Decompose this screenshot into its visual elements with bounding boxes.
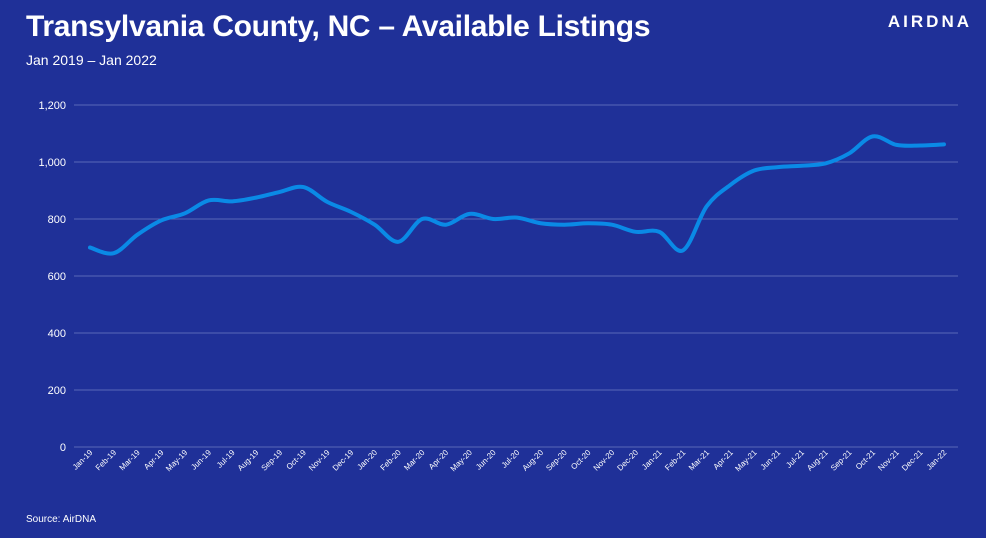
x-tick-label: Jan-19 bbox=[71, 448, 95, 472]
grid-lines bbox=[74, 104, 958, 448]
y-tick-label: 600 bbox=[48, 271, 66, 283]
x-tick-label: Jun-20 bbox=[474, 448, 498, 472]
chart-title: Transylvania County, NC – Available List… bbox=[26, 10, 651, 43]
x-tick-label: Oct-20 bbox=[569, 448, 593, 472]
available-listings-series-line bbox=[88, 134, 946, 256]
x-tick-label: Apr-21 bbox=[712, 448, 736, 472]
y-tick-label: 0 bbox=[60, 442, 66, 454]
x-tick-label: Sep-19 bbox=[260, 448, 285, 473]
x-tick-label: Apr-19 bbox=[142, 448, 166, 472]
y-tick-label: 1,200 bbox=[38, 100, 66, 112]
x-tick-label: Mar-19 bbox=[118, 448, 143, 473]
x-tick-label: Feb-21 bbox=[663, 448, 688, 473]
x-tick-label: Jan-21 bbox=[640, 448, 664, 472]
x-tick-label: Apr-20 bbox=[427, 448, 451, 472]
chart-subtitle: Jan 2019 – Jan 2022 bbox=[26, 52, 157, 68]
x-tick-label: Sep-21 bbox=[829, 448, 854, 473]
y-tick-label: 1,000 bbox=[38, 157, 66, 169]
x-tick-label: May-19 bbox=[164, 448, 190, 474]
x-tick-label: May-20 bbox=[449, 448, 475, 474]
y-tick-label: 400 bbox=[48, 328, 66, 340]
x-tick-label: Jun-19 bbox=[189, 448, 213, 472]
x-tick-label: Jan-20 bbox=[355, 448, 379, 472]
x-tick-label: Aug-21 bbox=[805, 448, 830, 473]
x-tick-label: Jul-20 bbox=[500, 448, 522, 470]
x-tick-label: Jul-21 bbox=[784, 448, 806, 470]
x-tick-label: Nov-19 bbox=[307, 448, 332, 473]
x-tick-label: Mar-20 bbox=[402, 448, 427, 473]
airdna-logo: AIRDNA bbox=[887, 12, 972, 31]
x-tick-label: Aug-20 bbox=[521, 448, 546, 473]
x-tick-label: Jul-19 bbox=[215, 448, 237, 470]
x-tick-label: Nov-20 bbox=[592, 448, 617, 473]
x-tick-label: Nov-21 bbox=[876, 448, 901, 473]
x-tick-label: Feb-20 bbox=[379, 448, 404, 473]
x-tick-label: Dec-20 bbox=[615, 448, 640, 473]
x-tick-label: Dec-21 bbox=[900, 448, 925, 473]
x-tick-label: Oct-21 bbox=[854, 448, 878, 472]
x-tick-label: Sep-20 bbox=[544, 448, 569, 473]
y-axis-ticks: 0 200 400 600 800 1,000 1,200 bbox=[38, 100, 66, 454]
x-tick-label: Jun-21 bbox=[759, 448, 783, 472]
y-tick-label: 800 bbox=[48, 214, 66, 226]
x-tick-label: May-21 bbox=[733, 448, 759, 474]
x-tick-label: Mar-21 bbox=[687, 448, 712, 473]
x-tick-label: Feb-19 bbox=[94, 448, 119, 473]
source-note: Source: AirDNA bbox=[26, 514, 97, 525]
y-tick-label: 200 bbox=[48, 385, 66, 397]
x-tick-label: Dec-19 bbox=[331, 448, 356, 473]
x-tick-label: Jan-22 bbox=[925, 448, 949, 472]
x-tick-label: Oct-19 bbox=[285, 448, 309, 472]
x-tick-label: Aug-19 bbox=[236, 448, 261, 473]
